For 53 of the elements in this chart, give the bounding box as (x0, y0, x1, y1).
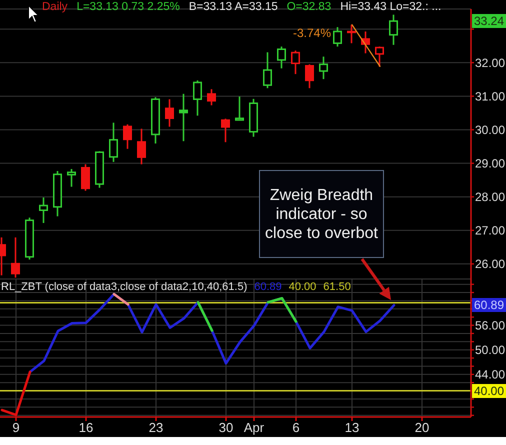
annotation: 33.24 (472, 14, 506, 28)
candlestick (39, 196, 48, 224)
candlestick (179, 93, 188, 142)
y-tick-label: 28.00 (475, 190, 506, 204)
x-tick-label: 9 (12, 420, 20, 436)
candlestick (319, 56, 328, 80)
candlestick (235, 96, 244, 121)
y-tick-label: 31.00 (475, 89, 506, 104)
annotation: 60.89 (472, 298, 506, 312)
candlestick (305, 64, 314, 89)
candlestick (333, 26, 342, 48)
text: 40.00 (288, 281, 316, 293)
annotation: B=33.13 A=33.15 (188, 1, 278, 14)
x-tick-label: 6 (292, 420, 300, 436)
x-tick-label: 30 (218, 420, 234, 436)
x-tick-label: 13 (344, 420, 360, 436)
candlestick (81, 164, 90, 192)
chart-title: Daily (42, 1, 68, 14)
candlestick (109, 122, 118, 163)
x-tick-label: Apr (244, 420, 265, 436)
ref-line-label: 61.50 (323, 281, 351, 294)
y-tick-label: 56.00 (475, 318, 506, 333)
candlestick (193, 80, 202, 116)
x-tick-label: 23 (148, 420, 164, 436)
candlestick (291, 50, 300, 75)
annotation: L=33.13 0.73 2.25% (76, 1, 180, 14)
x-tick-label: 16 (78, 420, 94, 436)
y-tick-label: 30.00 (475, 123, 506, 138)
candlestick (207, 88, 216, 106)
y-tick-label: 50.00 (475, 343, 506, 358)
annotation: -3.74% (292, 26, 331, 40)
y-tick-label: 29.00 (475, 156, 506, 171)
candlestick (67, 168, 76, 188)
candlestick (137, 128, 146, 166)
y-tick-label: 27.00 (475, 224, 506, 238)
text: 60.89 (254, 281, 282, 293)
x-tick-label: 20 (414, 420, 430, 436)
ref-line-label: 40.00 (472, 384, 506, 398)
candlestick (123, 124, 132, 150)
candlestick (11, 236, 20, 278)
annotation: O=32.83 (286, 1, 332, 14)
annotation: Zweig Breadth indicator - so close to overbot (264, 186, 379, 242)
candlestick (165, 98, 174, 128)
annotation: Hi=33.43 Lo=32.: ... (340, 1, 442, 14)
candlestick (389, 14, 398, 46)
candlestick (263, 52, 272, 89)
candlestick (375, 46, 384, 68)
y-tick-label: 26.00 (475, 257, 506, 272)
candlestick (277, 46, 286, 70)
y-tick-label: 44.00 (475, 368, 506, 382)
y-tick-label: 32.00 (475, 56, 506, 70)
chart-title: RL_ZBT (close of data3,close of data2,10,40,61.5) (1, 281, 248, 294)
candlestick (221, 118, 230, 143)
